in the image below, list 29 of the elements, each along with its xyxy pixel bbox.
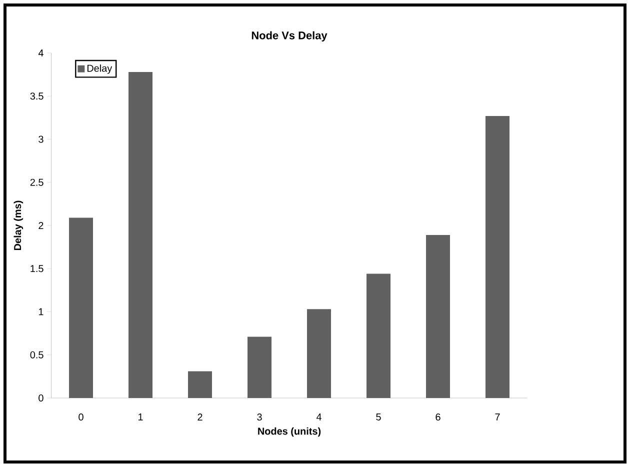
y-tick-label: 3 [38, 136, 44, 143]
bar [426, 234, 450, 398]
x-tick-label: 2 [198, 414, 202, 420]
y-tick-label: 2.5 [30, 178, 44, 186]
bar [307, 309, 332, 398]
y-tick-label: 3.5 [30, 92, 44, 100]
y-tick-label: 4 [38, 50, 44, 56]
x-tick-label: 5 [376, 414, 381, 420]
x-tick-label: 0 [78, 414, 84, 421]
bar [486, 116, 510, 398]
bar [366, 274, 391, 398]
y-tick-label: 1.5 [30, 265, 44, 272]
bar [188, 371, 212, 398]
x-tick-label: 7 [495, 414, 500, 420]
y-tick-label: 1 [38, 308, 44, 316]
y-tick-label: 0.5 [30, 351, 44, 358]
bar [128, 72, 153, 398]
legend-label: Delay [87, 64, 112, 74]
x-axis-title: Nodes (units) [258, 427, 321, 437]
y-tick-label: 2 [38, 222, 44, 229]
y-axis-title: Delay (ms) [14, 200, 24, 250]
x-tick-label: 4 [316, 414, 322, 420]
x-tick-label: 6 [436, 414, 440, 421]
bar [69, 218, 94, 398]
chart-title: Node Vs Delay [252, 31, 328, 42]
bar [248, 336, 272, 398]
y-tick-label: 0 [38, 394, 44, 402]
x-tick-label: 3 [257, 414, 262, 421]
x-tick-label: 1 [138, 414, 143, 420]
